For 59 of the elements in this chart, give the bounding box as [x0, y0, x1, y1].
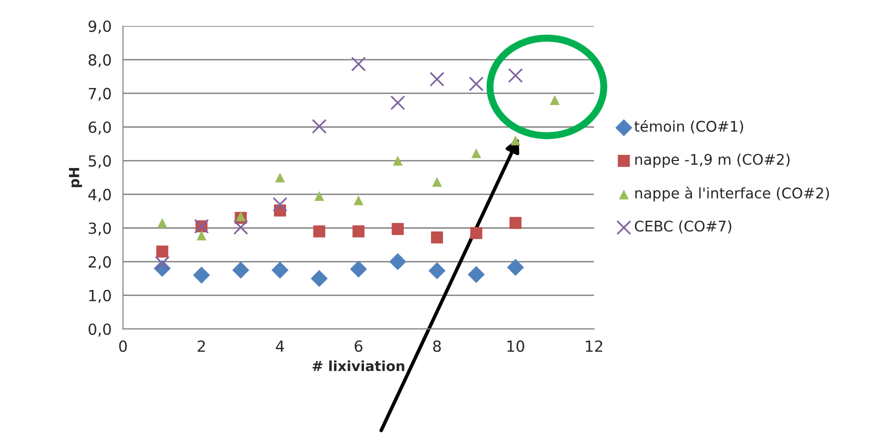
x-tick-label: 8 — [433, 340, 441, 352]
point — [275, 172, 285, 182]
point — [506, 258, 524, 276]
point — [232, 262, 250, 279]
point — [470, 227, 482, 240]
point — [392, 222, 404, 236]
y-tick-label: 0,0 — [88, 323, 111, 337]
point — [428, 262, 446, 280]
y-tick-label: 4,0 — [88, 188, 111, 202]
x-tick-label: 6 — [354, 340, 362, 352]
point — [510, 136, 520, 146]
y-tick-label: 3,0 — [88, 222, 111, 236]
y-tick-label: 7,0 — [88, 88, 111, 101]
point — [432, 176, 442, 187]
point — [272, 197, 288, 212]
y-tick-label: 9,0 — [88, 20, 111, 34]
y-axis-title: pH — [69, 168, 82, 188]
point — [471, 148, 482, 158]
point — [196, 230, 206, 240]
point — [192, 266, 210, 284]
point — [550, 95, 560, 105]
point — [157, 218, 168, 228]
y-tick-label: 6,0 — [88, 121, 111, 135]
x-tick-label: 4 — [276, 340, 284, 352]
legend-label: CEBC (CO#7) — [634, 220, 732, 234]
point — [509, 216, 522, 229]
point — [392, 156, 403, 166]
point — [156, 246, 168, 258]
point — [352, 225, 365, 238]
x-tick-label: 0 — [119, 340, 127, 352]
point — [390, 95, 406, 110]
legend-label: témoin (CO#1) — [634, 120, 744, 134]
x-tick-label: 12 — [586, 340, 602, 352]
y-tick-label: 8,0 — [88, 54, 111, 68]
point — [430, 72, 444, 87]
x-axis-title: # lixiviation — [312, 360, 404, 372]
point — [314, 191, 324, 201]
point — [468, 76, 484, 92]
point — [351, 56, 366, 72]
point — [312, 118, 327, 134]
point — [468, 266, 485, 283]
y-tick-label: 5,0 — [88, 155, 111, 168]
point — [313, 225, 326, 238]
point — [236, 211, 246, 222]
point — [233, 220, 248, 235]
point — [350, 260, 368, 278]
point — [154, 256, 170, 271]
point — [508, 68, 523, 83]
legend-label: nappe à l'interface (CO#2) — [635, 186, 829, 202]
x-tick-label: 2 — [198, 340, 205, 352]
y-tick-label: 1,0 — [89, 290, 111, 303]
point — [310, 270, 328, 288]
point — [389, 253, 406, 270]
point — [271, 262, 289, 279]
point — [430, 231, 444, 244]
y-tick-label: 2,0 — [88, 256, 111, 270]
point — [354, 195, 364, 206]
x-tick-label: 10 — [507, 340, 524, 352]
legend-label: nappe -1,9 m (CO#2) — [635, 154, 790, 168]
